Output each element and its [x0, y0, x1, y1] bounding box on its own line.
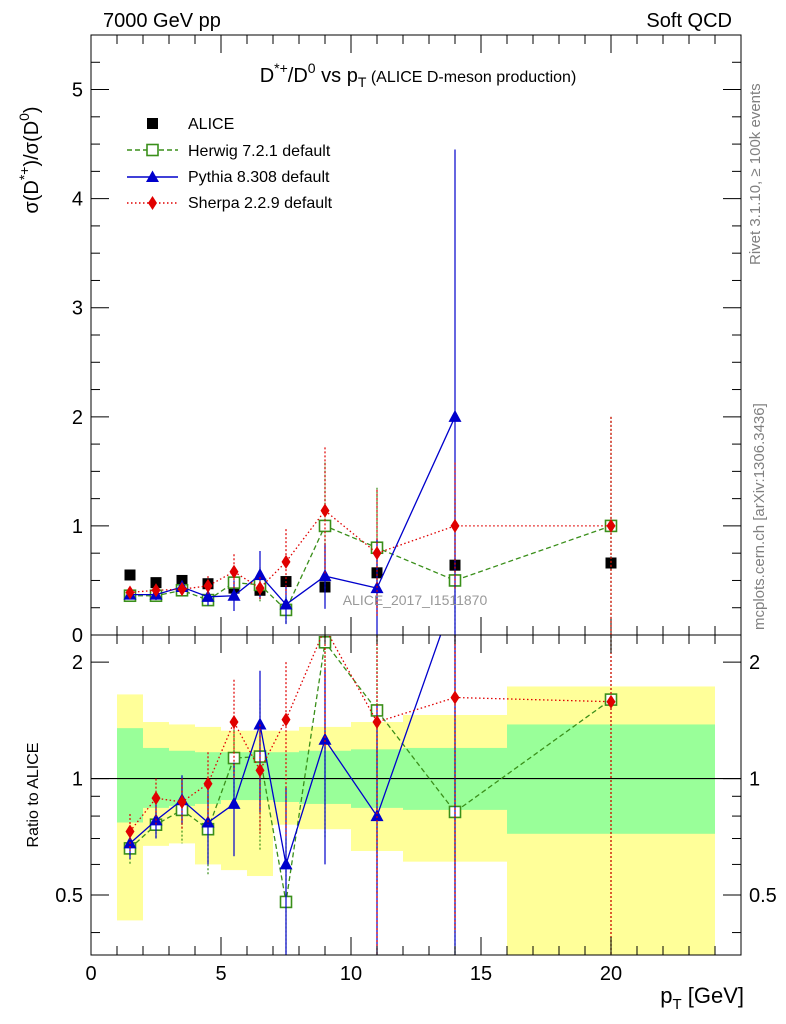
main-pythia-marker: [279, 597, 293, 610]
ratio-sherpa-marker: [151, 791, 161, 806]
main-y-tick-label: 4: [72, 189, 83, 211]
main-sherpa-marker: [255, 581, 265, 596]
ratio-herwig-marker: [227, 751, 241, 765]
legend-label-alice: ALICE: [188, 116, 234, 133]
main-pythia-marker: [253, 568, 267, 580]
main-sherpa-marker: [229, 564, 239, 579]
main-series: [123, 149, 618, 635]
legend-item-herwig: Herwig 7.2.1 default: [127, 143, 331, 160]
legend-label-herwig: Herwig 7.2.1 default: [188, 143, 331, 160]
main-data-marker: [124, 569, 136, 581]
main-y-tick-label: 2: [72, 407, 83, 429]
main-y-axis-label: σ(D*+)/σ(D0): [16, 106, 43, 213]
ratio-y-tick-label: 0.5: [55, 885, 83, 907]
ratio-sherpa-line: [129, 635, 612, 832]
main-y-tick-labels: 0 1 2 3 4 5: [72, 80, 83, 647]
main-sherpa-marker: [606, 518, 616, 533]
legend-label-pythia: Pythia 8.308 default: [188, 169, 330, 186]
legend-label-sherpa: Sherpa 2.2.9 default: [188, 195, 333, 212]
ratio-y-tick-label: 2: [72, 652, 83, 674]
ratio-sherpa-marker: [450, 690, 460, 705]
ratio-y-tick-label-right: 1: [749, 769, 760, 791]
ratio-herwig-line: [129, 640, 612, 903]
legend-item-pythia: Pythia 8.308 default: [127, 169, 330, 186]
rivet-version-label: Rivet 3.1.10, ≥ 100k events: [747, 83, 764, 265]
ratio-band-inner: [117, 728, 143, 823]
ratio-sherpa-marker: [203, 776, 213, 791]
x-axis-label: pT [GeV]: [660, 983, 744, 1013]
main-data-marker: [605, 557, 617, 569]
legend-marker-alice: [147, 118, 158, 129]
ratio-y-ticks: [91, 661, 741, 934]
x-tick-labels: 0 5 10 15 20: [85, 963, 622, 985]
ratio-y-tick-label: 1: [72, 769, 83, 791]
main-x-ticks: [90, 35, 716, 635]
mcplots-label: mcplots.cern.ch [arXiv:1306.3436]: [751, 403, 768, 630]
ratio-y-tick-label-right: 2: [749, 652, 760, 674]
x-tick-label: 20: [600, 963, 622, 985]
chart-title: D*+/D0 vs pT (ALICE D-meson production): [260, 60, 577, 90]
analysis-watermark: ALICE_2017_I1511870: [343, 592, 488, 608]
main-y-tick-label: 3: [72, 298, 83, 320]
header-left: 7000 GeV pp: [103, 10, 221, 32]
main-sherpa-marker: [450, 518, 460, 533]
legend-item-alice: ALICE: [147, 116, 234, 133]
main-sherpa-marker: [125, 585, 135, 600]
main-y-tick-label: 1: [72, 516, 83, 538]
ratio-pythia-marker: [370, 809, 384, 822]
ratio-pythia-marker: [318, 732, 332, 745]
main-sherpa-marker: [281, 554, 291, 569]
x-tick-label: 0: [85, 963, 96, 985]
main-data-series: [124, 556, 617, 596]
main-sherpa-marker: [320, 503, 330, 518]
main-sherpa-series: [125, 416, 616, 635]
legend-marker-sherpa: [148, 196, 157, 210]
main-sherpa-marker: [372, 546, 382, 561]
main-sherpa-marker: [203, 578, 213, 593]
ratio-y-tick-label-right: 0.5: [749, 885, 777, 907]
ratio-panel: 0.5 0.5 1 1 2 2 0 5 10 15 20: [55, 634, 777, 985]
main-sherpa-marker: [151, 583, 161, 598]
ratio-sherpa-marker: [255, 763, 265, 778]
ratio-frame: [90, 634, 742, 956]
ratio-sherpa-marker: [281, 712, 291, 727]
ratio-sherpa-marker: [606, 694, 616, 709]
main-herwig-marker: [318, 519, 332, 533]
main-y-ticks: [91, 34, 741, 636]
main-pythia-marker: [448, 409, 462, 422]
main-data-marker: [150, 577, 162, 589]
main-sherpa-marker: [177, 582, 187, 597]
ratio-pythia-marker: [253, 717, 267, 730]
main-y-tick-label: 5: [72, 80, 83, 102]
legend-item-sherpa: Sherpa 2.2.9 default: [127, 195, 333, 212]
ratio-sherpa-marker: [125, 824, 135, 839]
ratio-y-tick-labels: 0.5 0.5 1 1 2 2: [55, 652, 777, 907]
ratio-sherpa-marker: [372, 715, 382, 730]
main-panel: ALICE_2017_I1511870 0 1 2 3 4 5: [72, 34, 742, 647]
legend-marker-pythia: [146, 170, 159, 182]
ratio-pythia-line: [129, 635, 442, 865]
legend: ALICE Herwig 7.2.1 default Pythia 8.308 …: [127, 116, 333, 212]
main-pythia-marker: [318, 569, 332, 582]
main-pythia-line: [130, 416, 456, 606]
x-tick-label: 15: [470, 963, 492, 985]
legend-marker-herwig: [146, 143, 159, 157]
main-herwig-series: [123, 416, 618, 635]
ratio-pythia-marker: [227, 796, 241, 809]
x-tick-label: 5: [215, 963, 226, 985]
header-right: Soft QCD: [646, 10, 732, 32]
ratio-sherpa-marker: [177, 794, 187, 809]
ratio-pythia-marker: [279, 857, 293, 870]
ratio-y-axis-label: Ratio to ALICE: [25, 743, 42, 848]
x-tick-label: 10: [340, 963, 362, 985]
ratio-sherpa-marker: [229, 715, 239, 730]
main-y-tick-label: 0: [72, 625, 83, 647]
main-pythia-marker: [227, 588, 241, 601]
main-pythia-marker: [201, 589, 215, 602]
